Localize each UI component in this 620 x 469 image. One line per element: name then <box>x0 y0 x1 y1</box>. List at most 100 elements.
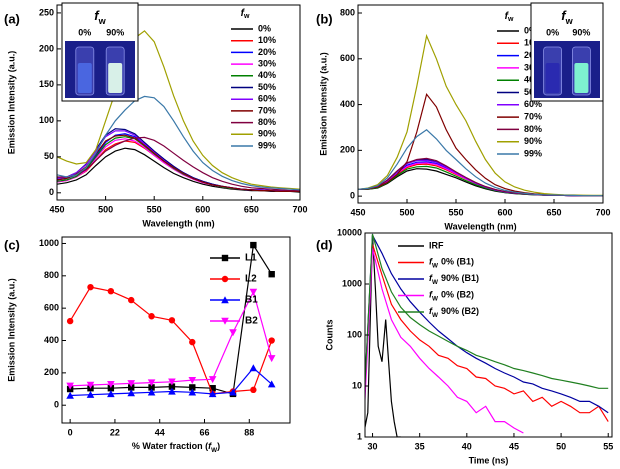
x-tick-label: 55 <box>603 441 613 451</box>
marker <box>229 388 237 396</box>
panel-label: (c) <box>4 237 20 252</box>
data-line <box>57 30 300 190</box>
legend-label: fW 0% (B1) <box>429 257 474 270</box>
text-part: W <box>432 312 438 319</box>
text-part: f <box>94 8 100 23</box>
marker <box>249 288 258 296</box>
marker <box>86 381 95 389</box>
legend-label: 30% <box>258 58 276 68</box>
x-tick-label: 500 <box>98 204 113 214</box>
y-tick-label: 150 <box>39 79 54 89</box>
x-tick-label: 50 <box>556 441 566 451</box>
text-part: W <box>432 279 438 286</box>
marker <box>208 390 217 398</box>
marker <box>208 376 217 384</box>
text-part: w <box>565 16 574 26</box>
vial-liquid <box>545 63 560 93</box>
inset-label: 0% <box>546 27 559 37</box>
y-tick-label: 0 <box>54 400 59 410</box>
marker <box>128 384 135 391</box>
text-part: w <box>243 13 250 20</box>
x-tick-label: 500 <box>399 207 414 217</box>
y-tick-label: 100 <box>39 115 54 125</box>
text-part: f <box>429 306 433 316</box>
legend-title: fw <box>241 8 250 21</box>
marker <box>107 287 115 295</box>
vial-liquid <box>574 63 589 93</box>
data-line <box>69 286 273 395</box>
data-line <box>358 129 603 197</box>
panel-label: (b) <box>316 11 333 26</box>
text-part: W <box>432 263 438 270</box>
plot-frame <box>61 236 291 424</box>
y-tick-label: 10 <box>352 380 362 390</box>
y-tick-label: 50 <box>44 151 54 161</box>
text-part: f <box>505 11 510 22</box>
legend-label: 80% <box>258 117 276 127</box>
legend-label: 90% <box>258 129 276 139</box>
x-tick-label: 450 <box>49 204 64 214</box>
data-line <box>70 290 273 387</box>
text-part: f <box>561 8 567 23</box>
plot-frame <box>357 4 604 204</box>
marker <box>189 338 196 346</box>
marker <box>66 317 74 325</box>
y-tick-label: 200 <box>340 145 355 155</box>
y-tick-label: 10000 <box>337 227 362 237</box>
y-tick-label: 800 <box>44 270 59 280</box>
marker <box>87 283 94 291</box>
y-tick-label: 0 <box>350 191 355 201</box>
legend-label: 20% <box>258 47 276 57</box>
marker <box>168 387 176 395</box>
legend-label: 40% <box>258 70 276 80</box>
marker <box>127 380 136 388</box>
text-part: w <box>507 16 514 23</box>
inset-label: 90% <box>572 27 590 37</box>
text-part: f <box>429 257 433 267</box>
y-tick-label: 400 <box>340 99 355 109</box>
marker <box>147 388 156 396</box>
x-tick-label: 40 <box>462 441 472 451</box>
marker <box>221 275 229 283</box>
text-part: % Water fraction ( <box>132 441 208 451</box>
x-tick-label: 22 <box>110 427 120 437</box>
marker <box>229 329 237 337</box>
x-axis-label: Wavelength (nm) <box>444 221 516 231</box>
x-axis-label: % Water fraction (fW) <box>132 441 220 454</box>
y-tick-label: 0 <box>49 187 54 197</box>
data-line <box>365 233 609 396</box>
legend-label: 60% <box>258 94 276 104</box>
inset-symbol: fw <box>94 8 106 26</box>
marker <box>168 378 176 386</box>
vial-liquid <box>108 63 123 93</box>
y-tick-label: 400 <box>44 335 59 345</box>
x-axis-label: Wavelength (nm) <box>142 218 214 228</box>
data-line <box>57 136 300 192</box>
x-tick-label: 650 <box>244 204 259 214</box>
legend-label: B2 <box>245 316 258 327</box>
marker <box>209 385 216 392</box>
marker <box>221 296 229 304</box>
data-line <box>358 165 603 197</box>
legend-label: 90% <box>524 136 542 146</box>
legend-label: L2 <box>245 274 257 285</box>
x-tick-label: 30 <box>368 441 378 451</box>
data-line <box>57 134 300 192</box>
x-tick-label: 0 <box>68 427 73 437</box>
x-tick-label: 550 <box>448 207 463 217</box>
y-tick-label: 1000 <box>342 278 362 288</box>
data-line <box>365 233 609 414</box>
legend-label: 10% <box>258 35 276 45</box>
x-tick-label: 66 <box>199 427 209 437</box>
data-line <box>57 95 300 191</box>
text-part: f <box>429 290 433 300</box>
text-part: 90% (B1) <box>441 273 479 283</box>
x-axis-label: Time (ns) <box>469 455 509 465</box>
text-part: W <box>432 296 438 303</box>
y-axis-label: Emission Intensity (a.u.) <box>6 51 16 155</box>
y-tick-label: 600 <box>44 303 59 313</box>
y-tick-label: 800 <box>340 7 355 17</box>
y-tick-label: 200 <box>39 43 54 53</box>
x-tick-label: 45 <box>509 441 519 451</box>
marker <box>168 383 176 390</box>
